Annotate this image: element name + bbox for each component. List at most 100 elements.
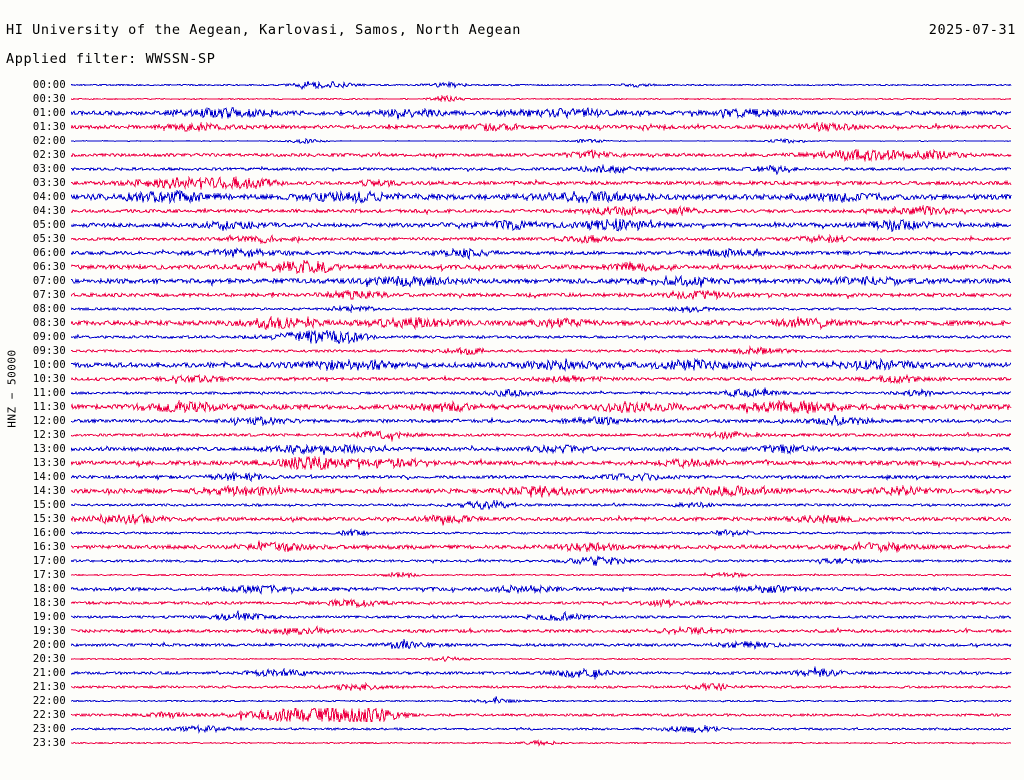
trace-time-label: 03:30 [32, 177, 66, 189]
trace-time-label: 21:00 [32, 667, 66, 679]
trace-time-label: 06:30 [32, 261, 66, 273]
trace-row: 16:30 [0, 540, 1024, 554]
seismic-trace [71, 583, 1012, 595]
trace-time-label: 03:00 [32, 163, 66, 175]
seismic-trace [71, 94, 1012, 103]
seismic-trace [71, 345, 1012, 356]
trace-row: 00:30 [0, 92, 1024, 106]
trace-time-label: 18:00 [32, 583, 66, 595]
trace-time-label: 17:00 [32, 555, 66, 567]
trace-time-label: 11:00 [32, 387, 66, 399]
applied-filter-label: Applied filter: WWSSN-SP [6, 51, 216, 67]
seismic-trace [71, 456, 1012, 470]
seismic-trace [71, 708, 1012, 722]
trace-row: 17:30 [0, 568, 1024, 582]
seismic-trace [71, 190, 1012, 204]
seismic-trace [71, 443, 1012, 456]
seismic-trace [71, 471, 1012, 482]
page-title: HI University of the Aegean, Karlovasi, … [6, 22, 521, 38]
trace-row: 08:30 [0, 316, 1024, 330]
trace-time-label: 23:30 [32, 737, 66, 749]
trace-time-label: 23:00 [32, 723, 66, 735]
trace-time-label: 20:00 [32, 639, 66, 651]
seismic-trace [71, 80, 1012, 91]
seismic-trace [71, 358, 1012, 372]
trace-row: 08:00 [0, 302, 1024, 316]
trace-time-label: 05:00 [32, 219, 66, 231]
seismic-trace [71, 218, 1012, 232]
trace-row: 01:30 [0, 120, 1024, 134]
trace-row: 09:30 [0, 344, 1024, 358]
seismic-trace [71, 138, 1012, 145]
trace-row: 03:00 [0, 162, 1024, 176]
trace-row: 11:00 [0, 386, 1024, 400]
seismic-trace [71, 681, 1012, 692]
seismic-trace [71, 610, 1012, 622]
trace-row: 05:30 [0, 232, 1024, 246]
seismic-trace [71, 484, 1012, 498]
trace-row: 11:30 [0, 400, 1024, 414]
trace-time-label: 00:30 [32, 93, 66, 105]
trace-row: 19:00 [0, 610, 1024, 624]
trace-time-label: 13:30 [32, 457, 66, 469]
trace-row: 00:00 [0, 78, 1024, 92]
trace-row: 22:30 [0, 708, 1024, 722]
trace-time-label: 07:00 [32, 275, 66, 287]
trace-row: 06:00 [0, 246, 1024, 260]
trace-row: 04:00 [0, 190, 1024, 204]
seismic-trace [71, 554, 1012, 566]
trace-row: 07:30 [0, 288, 1024, 302]
trace-row: 18:30 [0, 596, 1024, 610]
seismic-trace [71, 176, 1012, 190]
trace-time-label: 09:00 [32, 331, 66, 343]
seismic-trace [71, 528, 1012, 538]
seismic-trace [71, 373, 1012, 385]
seismic-trace [71, 274, 1012, 288]
trace-time-label: 02:30 [32, 149, 66, 161]
trace-row: 03:30 [0, 176, 1024, 190]
seismic-trace [71, 540, 1012, 553]
trace-row: 07:00 [0, 274, 1024, 288]
seismic-trace [71, 121, 1012, 132]
trace-row: 15:00 [0, 498, 1024, 512]
seismic-trace [71, 414, 1012, 427]
trace-row: 14:30 [0, 484, 1024, 498]
seismic-trace [71, 598, 1012, 609]
trace-time-label: 08:30 [32, 317, 66, 329]
seismic-trace [71, 429, 1012, 442]
trace-row: 04:30 [0, 204, 1024, 218]
trace-time-label: 19:30 [32, 625, 66, 637]
trace-time-label: 22:00 [32, 695, 66, 707]
trace-time-label: 08:00 [32, 303, 66, 315]
trace-time-label: 10:00 [32, 359, 66, 371]
trace-time-label: 17:30 [32, 569, 66, 581]
trace-time-label: 07:30 [32, 289, 66, 301]
trace-row: 20:00 [0, 638, 1024, 652]
trace-time-label: 22:30 [32, 709, 66, 721]
trace-row: 09:00 [0, 330, 1024, 344]
trace-time-label: 13:00 [32, 443, 66, 455]
trace-time-label: 21:30 [32, 681, 66, 693]
seismic-trace [71, 724, 1011, 734]
seismic-trace [71, 696, 1012, 705]
trace-time-label: 15:30 [32, 513, 66, 525]
trace-row: 17:00 [0, 554, 1024, 568]
seismic-trace [71, 106, 1012, 120]
trace-row: 02:30 [0, 148, 1024, 162]
trace-row: 18:00 [0, 582, 1024, 596]
seismic-trace [71, 655, 1012, 663]
seismic-trace [71, 148, 1012, 162]
trace-row: 10:00 [0, 358, 1024, 372]
trace-row: 13:30 [0, 456, 1024, 470]
trace-time-label: 16:00 [32, 527, 66, 539]
seismic-trace [71, 625, 1012, 636]
seismic-trace [71, 316, 1012, 330]
trace-time-label: 12:30 [32, 429, 66, 441]
seismic-trace [71, 163, 1012, 176]
trace-time-label: 14:00 [32, 471, 66, 483]
seismic-trace [71, 233, 1012, 245]
seismic-trace [71, 571, 1012, 579]
trace-row: 23:30 [0, 736, 1024, 750]
seismic-trace [71, 289, 1012, 301]
trace-time-label: 06:00 [32, 247, 66, 259]
